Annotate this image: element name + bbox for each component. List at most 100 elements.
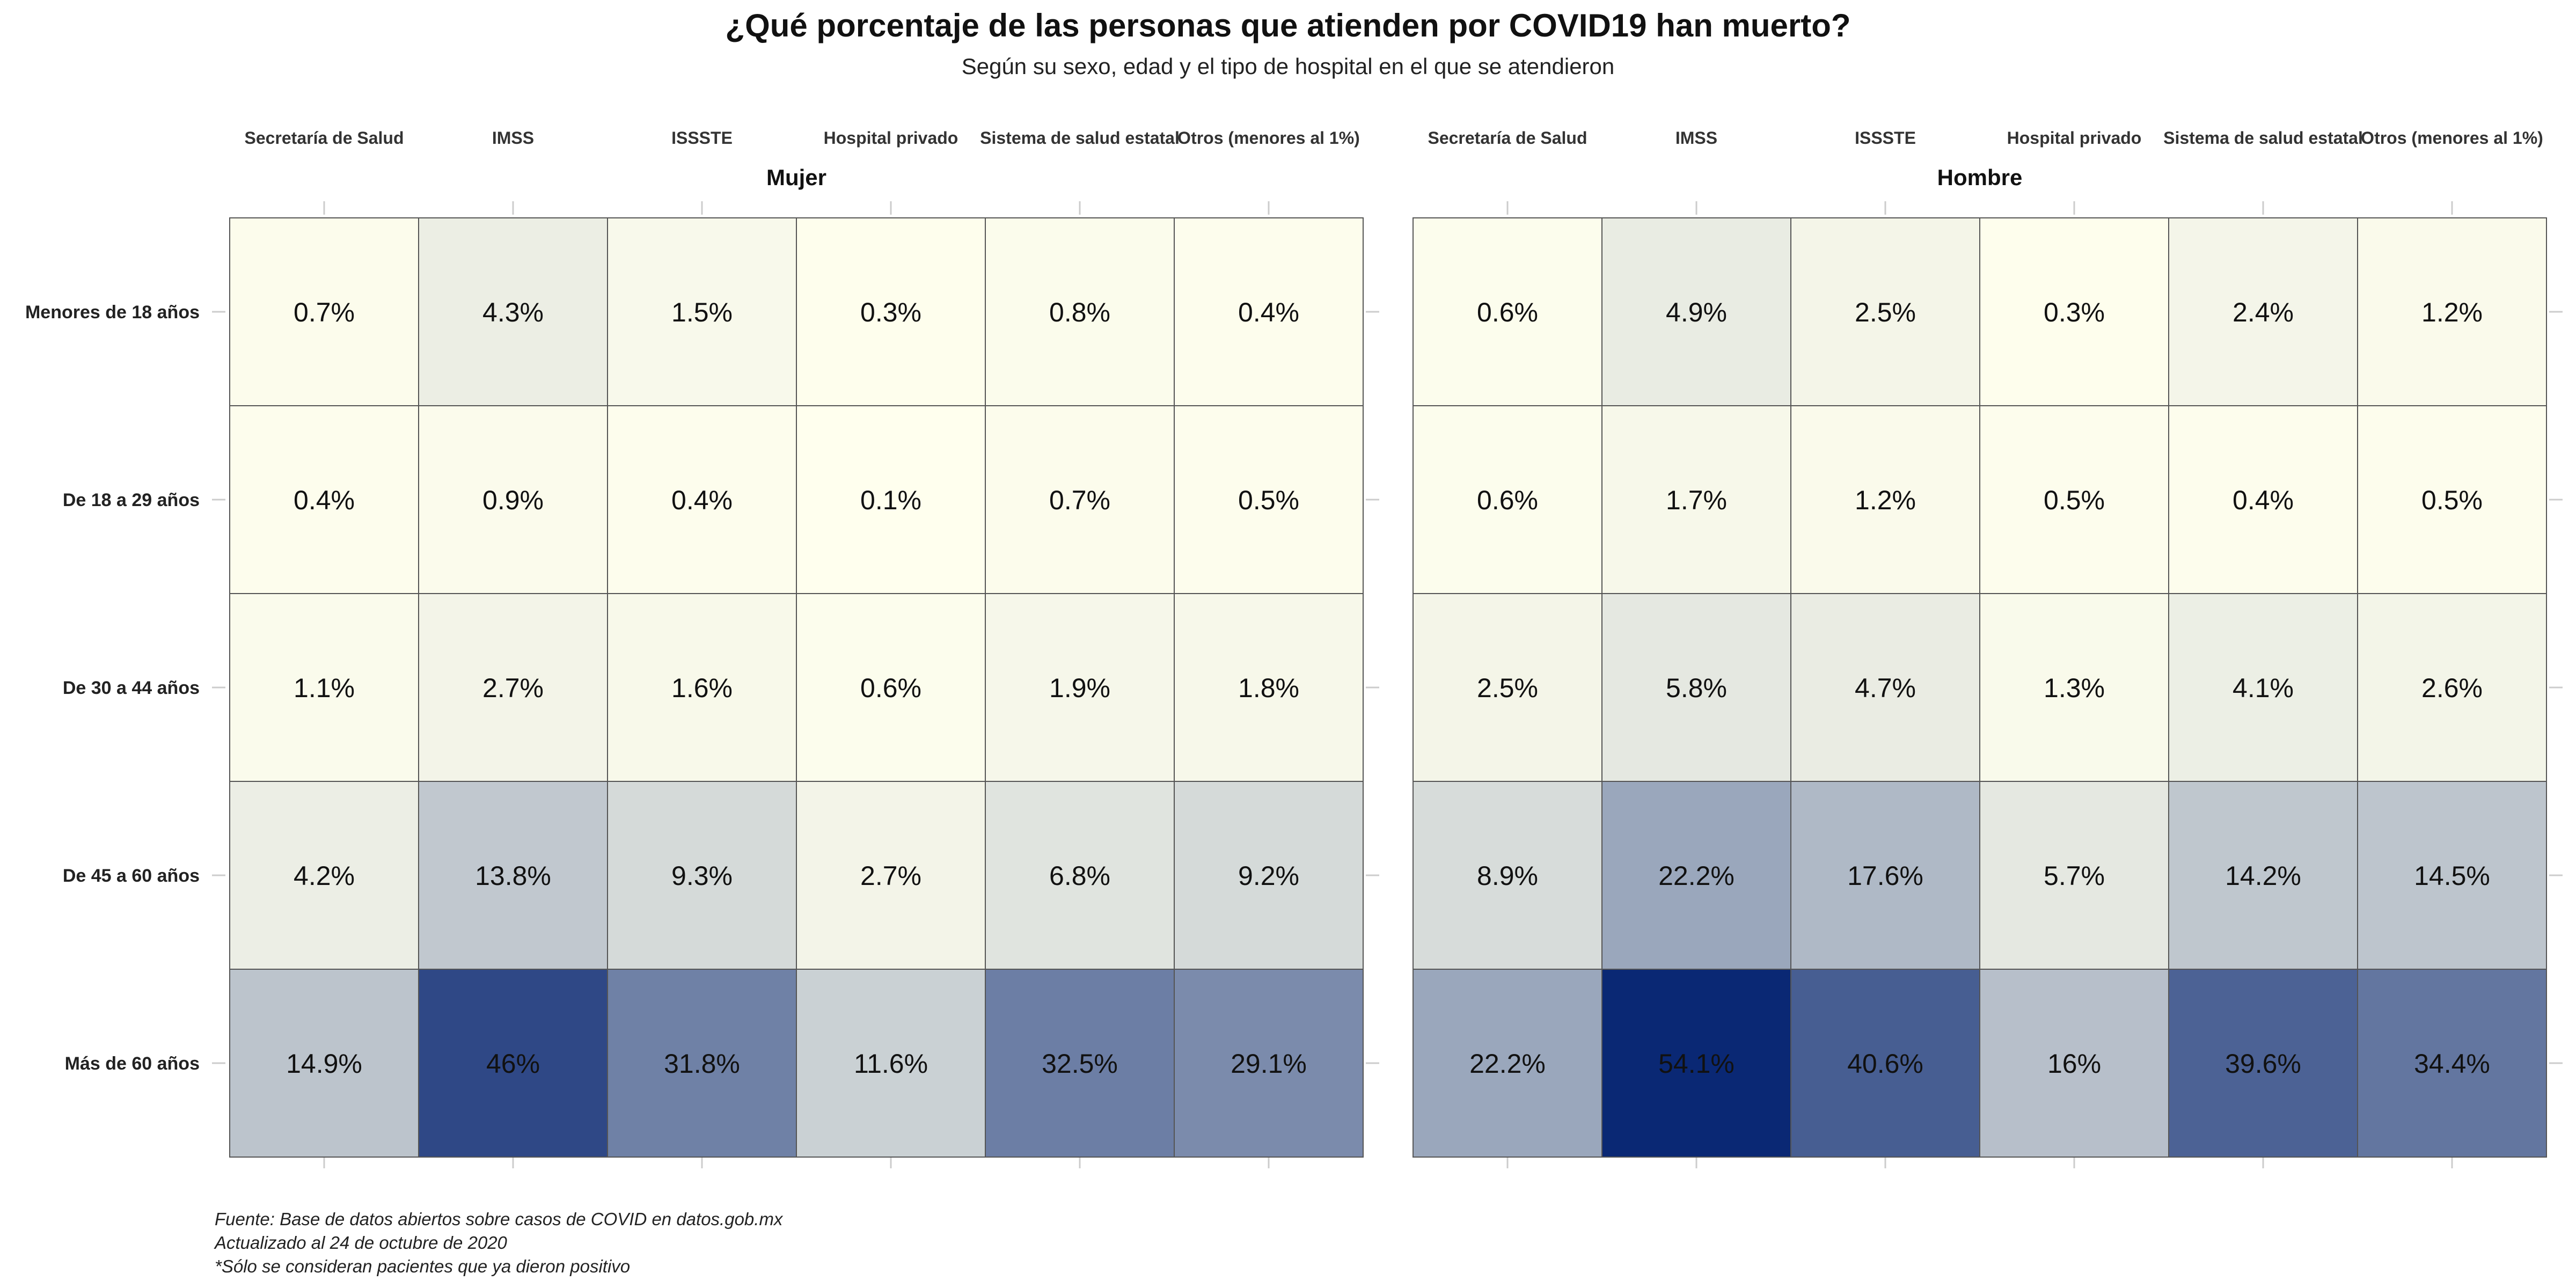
heatmap-cell bbox=[985, 405, 1175, 594]
heatmap-cell bbox=[1979, 593, 2169, 782]
cell-label: 17.6% bbox=[1847, 861, 1923, 891]
cell-label: 0.6% bbox=[860, 673, 921, 703]
cell-label: 5.8% bbox=[1666, 673, 1727, 703]
heatmap-cell bbox=[2357, 781, 2547, 970]
cell-label: 0.3% bbox=[860, 297, 921, 327]
column-label: Sistema de salud estatal bbox=[2163, 128, 2363, 148]
cell-label: 39.6% bbox=[2225, 1049, 2301, 1079]
heatmap-cell bbox=[229, 593, 419, 782]
heatmap-cell bbox=[2357, 593, 2547, 782]
heatmap-cell bbox=[2357, 405, 2547, 594]
heatmap-cell bbox=[1413, 593, 1602, 782]
heatmap-cell bbox=[1979, 969, 2169, 1158]
heatmap-cell bbox=[418, 781, 608, 970]
heatmap-cell bbox=[796, 405, 986, 594]
heatmap-cell bbox=[1174, 593, 1364, 782]
heatmap-cell bbox=[2168, 593, 2358, 782]
cell-label: 2.5% bbox=[1855, 297, 1916, 327]
cell-label: 1.5% bbox=[671, 297, 733, 327]
cell-label: 31.8% bbox=[664, 1049, 740, 1079]
heatmap-cell bbox=[229, 781, 419, 970]
cell-label: 0.4% bbox=[2233, 485, 2294, 515]
cell-label: 1.9% bbox=[1049, 673, 1110, 703]
cell-label: 1.1% bbox=[294, 673, 355, 703]
cell-label: 0.7% bbox=[294, 297, 355, 327]
cell-label: 0.8% bbox=[1049, 297, 1110, 327]
cell-label: 11.6% bbox=[854, 1049, 928, 1079]
cell-label: 0.6% bbox=[1477, 485, 1538, 515]
heatmap-cell bbox=[796, 593, 986, 782]
heatmap-cell bbox=[796, 781, 986, 970]
cell-label: 1.6% bbox=[671, 673, 733, 703]
heatmap-cell bbox=[796, 217, 986, 406]
cell-label: 0.6% bbox=[1477, 297, 1538, 327]
row-labels: Menores de 18 años De 18 a 29 años De 30 a… bbox=[25, 302, 2563, 1074]
heatmap-cell bbox=[985, 969, 1175, 1158]
heatmap-cell bbox=[2168, 969, 2358, 1158]
heatmap-cell bbox=[418, 217, 608, 406]
heatmap-cell bbox=[418, 593, 608, 782]
heatmap-cell bbox=[1601, 217, 1791, 406]
heatmap-cell bbox=[607, 593, 797, 782]
heatmap-cell bbox=[1790, 593, 1980, 782]
column-label: IMSS bbox=[1675, 128, 1717, 148]
heatmap-cell bbox=[418, 405, 608, 594]
heatmap-cell bbox=[1174, 969, 1364, 1158]
heatmap-cell bbox=[1413, 969, 1602, 1158]
heatmap-cell bbox=[1174, 405, 1364, 594]
caption-line: *Sólo se consideran pacientes que ya die… bbox=[215, 1256, 630, 1276]
column-label: Hospital privado bbox=[2007, 128, 2142, 148]
column-label: Secretaría de Salud bbox=[244, 128, 404, 148]
cell-label: 13.8% bbox=[475, 861, 551, 891]
cell-label: 22.2% bbox=[1469, 1049, 1546, 1079]
heatmap-cell bbox=[985, 217, 1175, 406]
column-label: ISSSTE bbox=[1855, 128, 1916, 148]
heatmap-cell bbox=[985, 781, 1175, 970]
facet-panels: Secretaría de Salud IMSS ISSSTE Hospital pr… bbox=[229, 128, 2547, 1168]
heatmap-cell bbox=[607, 969, 797, 1158]
facet-label: Mujer bbox=[766, 165, 826, 190]
row-label: De 45 a 60 años bbox=[63, 866, 200, 886]
cell-label: 46% bbox=[486, 1049, 540, 1079]
heatmap-cell bbox=[1790, 969, 1980, 1158]
cell-label: 16% bbox=[2047, 1049, 2101, 1079]
heatmap-cell bbox=[2357, 969, 2547, 1158]
cell-label: 6.8% bbox=[1049, 861, 1110, 891]
cell-label: 1.3% bbox=[2044, 673, 2105, 703]
cell-label: 22.2% bbox=[1658, 861, 1735, 891]
cell-label: 14.5% bbox=[2414, 861, 2490, 891]
cell-label: 0.4% bbox=[294, 485, 355, 515]
column-label: Secretaría de Salud bbox=[1428, 128, 1587, 148]
cell-label: 0.1% bbox=[860, 485, 921, 515]
caption-line: Actualizado al 24 de octubre de 2020 bbox=[214, 1233, 508, 1253]
chart-caption: Fuente: Base de datos abiertos sobre cas… bbox=[214, 1209, 784, 1276]
column-label: IMSS bbox=[492, 128, 534, 148]
cell-label: 34.4% bbox=[2414, 1049, 2490, 1079]
cell-label: 2.7% bbox=[482, 673, 544, 703]
heatmap-cell bbox=[2168, 781, 2358, 970]
facet-panel: Secretaría de Salud IMSS ISSSTE Hospital pr… bbox=[229, 128, 1364, 1168]
row-label: Menores de 18 años bbox=[25, 302, 200, 323]
cell-label: 1.8% bbox=[1238, 673, 1299, 703]
heatmap-cell bbox=[1601, 405, 1791, 594]
heatmap-cell bbox=[1601, 593, 1791, 782]
heatmap-cell bbox=[229, 405, 419, 594]
cell-label: 4.2% bbox=[294, 861, 355, 891]
cell-label: 1.2% bbox=[1855, 485, 1916, 515]
column-label: Sistema de salud estatal bbox=[980, 128, 1180, 148]
cell-label: 5.7% bbox=[2044, 861, 2105, 891]
column-label: Hospital privado bbox=[824, 128, 958, 148]
cell-label: 54.1% bbox=[1658, 1049, 1735, 1079]
caption-line: Fuente: Base de datos abiertos sobre cas… bbox=[215, 1209, 784, 1229]
cell-label: 40.6% bbox=[1847, 1049, 1923, 1079]
cell-label: 14.2% bbox=[2225, 861, 2301, 891]
cell-label: 4.9% bbox=[1666, 297, 1727, 327]
column-label: ISSSTE bbox=[671, 128, 733, 148]
facet-panel: Secretaría de Salud IMSS ISSSTE Hospital pr… bbox=[1413, 128, 2547, 1168]
cell-label: 2.4% bbox=[2233, 297, 2294, 327]
cell-label: 0.5% bbox=[2421, 485, 2483, 515]
cell-label: 2.6% bbox=[2421, 673, 2483, 703]
facet-label: Hombre bbox=[1937, 165, 2023, 190]
cell-label: 32.5% bbox=[1042, 1049, 1118, 1079]
